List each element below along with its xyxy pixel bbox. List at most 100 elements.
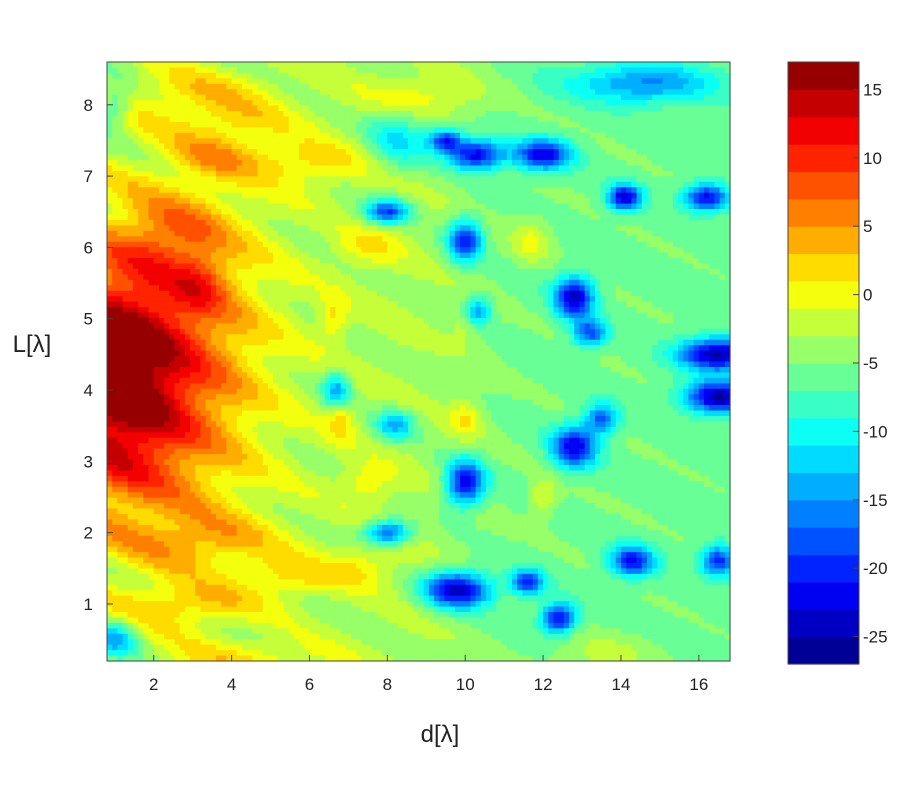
heatmap-cell [330, 165, 337, 172]
heatmap-cell [252, 470, 259, 477]
heatmap-cell [241, 573, 248, 580]
heatmap-cell [241, 519, 248, 526]
heatmap-cell [283, 121, 290, 128]
heatmap-cell [174, 121, 181, 128]
heatmap-cell [190, 328, 196, 335]
heatmap-cell [309, 67, 316, 74]
heatmap-cell [179, 241, 186, 248]
heatmap-cell [247, 394, 253, 401]
heatmap-cell [262, 633, 269, 640]
heatmap-cell [221, 187, 228, 194]
heatmap-cell [179, 236, 186, 243]
heatmap-cell [195, 301, 202, 308]
heatmap-cell [262, 426, 269, 433]
heatmap-cell [252, 361, 259, 368]
heatmap-cell [143, 519, 150, 526]
heatmap-cell [195, 432, 202, 439]
heatmap-cell [267, 524, 274, 531]
heatmap-cell [195, 410, 202, 417]
heatmap-cell [164, 622, 170, 629]
heatmap-cell [273, 111, 279, 118]
heatmap-cell [169, 100, 176, 107]
heatmap-cell [267, 486, 274, 493]
heatmap-cell [169, 105, 176, 112]
heatmap-cell [236, 541, 243, 548]
heatmap-cell [241, 562, 248, 570]
heatmap-cell [210, 317, 217, 324]
heatmap-cell [330, 121, 337, 128]
heatmap-cell [112, 633, 118, 640]
heatmap-cell [216, 312, 222, 319]
heatmap-cell [241, 105, 248, 112]
heatmap-cell [122, 258, 129, 265]
heatmap-cell [179, 557, 186, 564]
heatmap-cell [107, 121, 113, 128]
heatmap-cell [107, 361, 113, 368]
heatmap-cell [340, 307, 347, 314]
heatmap-cell [262, 350, 269, 357]
heatmap-cell [293, 301, 300, 308]
heatmap-cell [273, 601, 279, 608]
heatmap-cell [138, 67, 144, 74]
heatmap-cell [262, 481, 269, 488]
heatmap-cell [241, 513, 248, 521]
heatmap-cell [195, 198, 202, 205]
heatmap-cell [216, 111, 222, 118]
heatmap-cell [117, 192, 124, 199]
heatmap-cell [143, 366, 150, 373]
heatmap-cell [236, 263, 243, 270]
heatmap-cell [278, 78, 285, 85]
heatmap-cell [184, 350, 191, 357]
heatmap-cell [293, 366, 300, 373]
heatmap-cell [252, 644, 259, 651]
heatmap-cell [278, 170, 285, 177]
heatmap-cell [216, 247, 222, 254]
heatmap-cell [216, 601, 222, 608]
heatmap-cell [117, 334, 124, 341]
heatmap-cell [112, 426, 118, 433]
heatmap-cell [127, 394, 134, 401]
heatmap-cell [335, 519, 342, 526]
heatmap-cell [273, 530, 279, 537]
heatmap-cell [143, 307, 150, 314]
heatmap-cell [314, 83, 321, 90]
heatmap-cell [200, 350, 207, 357]
heatmap-cell [314, 617, 321, 624]
heatmap-cell [200, 405, 207, 412]
heatmap-cell [164, 443, 170, 450]
heatmap-cell [169, 519, 176, 526]
heatmap-cell [247, 388, 253, 395]
heatmap-cell [216, 317, 222, 324]
heatmap-cell [164, 203, 170, 210]
heatmap-cell [226, 552, 233, 559]
heatmap-cell [112, 83, 118, 90]
heatmap-cell [210, 328, 217, 335]
heatmap-cell [127, 562, 134, 570]
heatmap-cell [153, 377, 160, 384]
heatmap-cell [190, 127, 196, 134]
heatmap-cell [143, 524, 150, 531]
heatmap-cell [153, 492, 160, 499]
heatmap-cell [257, 481, 264, 488]
heatmap-cell [262, 105, 269, 112]
heatmap-cell [319, 149, 326, 156]
heatmap-cell [304, 241, 311, 248]
heatmap-cell [319, 296, 326, 303]
heatmap-cell [221, 524, 228, 531]
heatmap-cell [200, 622, 207, 629]
heatmap-cell [158, 78, 165, 85]
heatmap-cell [267, 165, 274, 172]
heatmap-cell [236, 345, 243, 352]
heatmap-cell [273, 590, 279, 597]
heatmap-cell [127, 546, 134, 553]
heatmap-cell [127, 497, 134, 504]
heatmap-cell [107, 339, 113, 346]
heatmap-cell [190, 628, 196, 635]
heatmap-cell [174, 356, 181, 363]
heatmap-cell [241, 111, 248, 118]
heatmap-cell [278, 481, 285, 488]
heatmap-cell [169, 181, 176, 188]
heatmap-cell [257, 535, 264, 542]
heatmap-cell [252, 628, 259, 635]
heatmap-cell [112, 470, 118, 477]
